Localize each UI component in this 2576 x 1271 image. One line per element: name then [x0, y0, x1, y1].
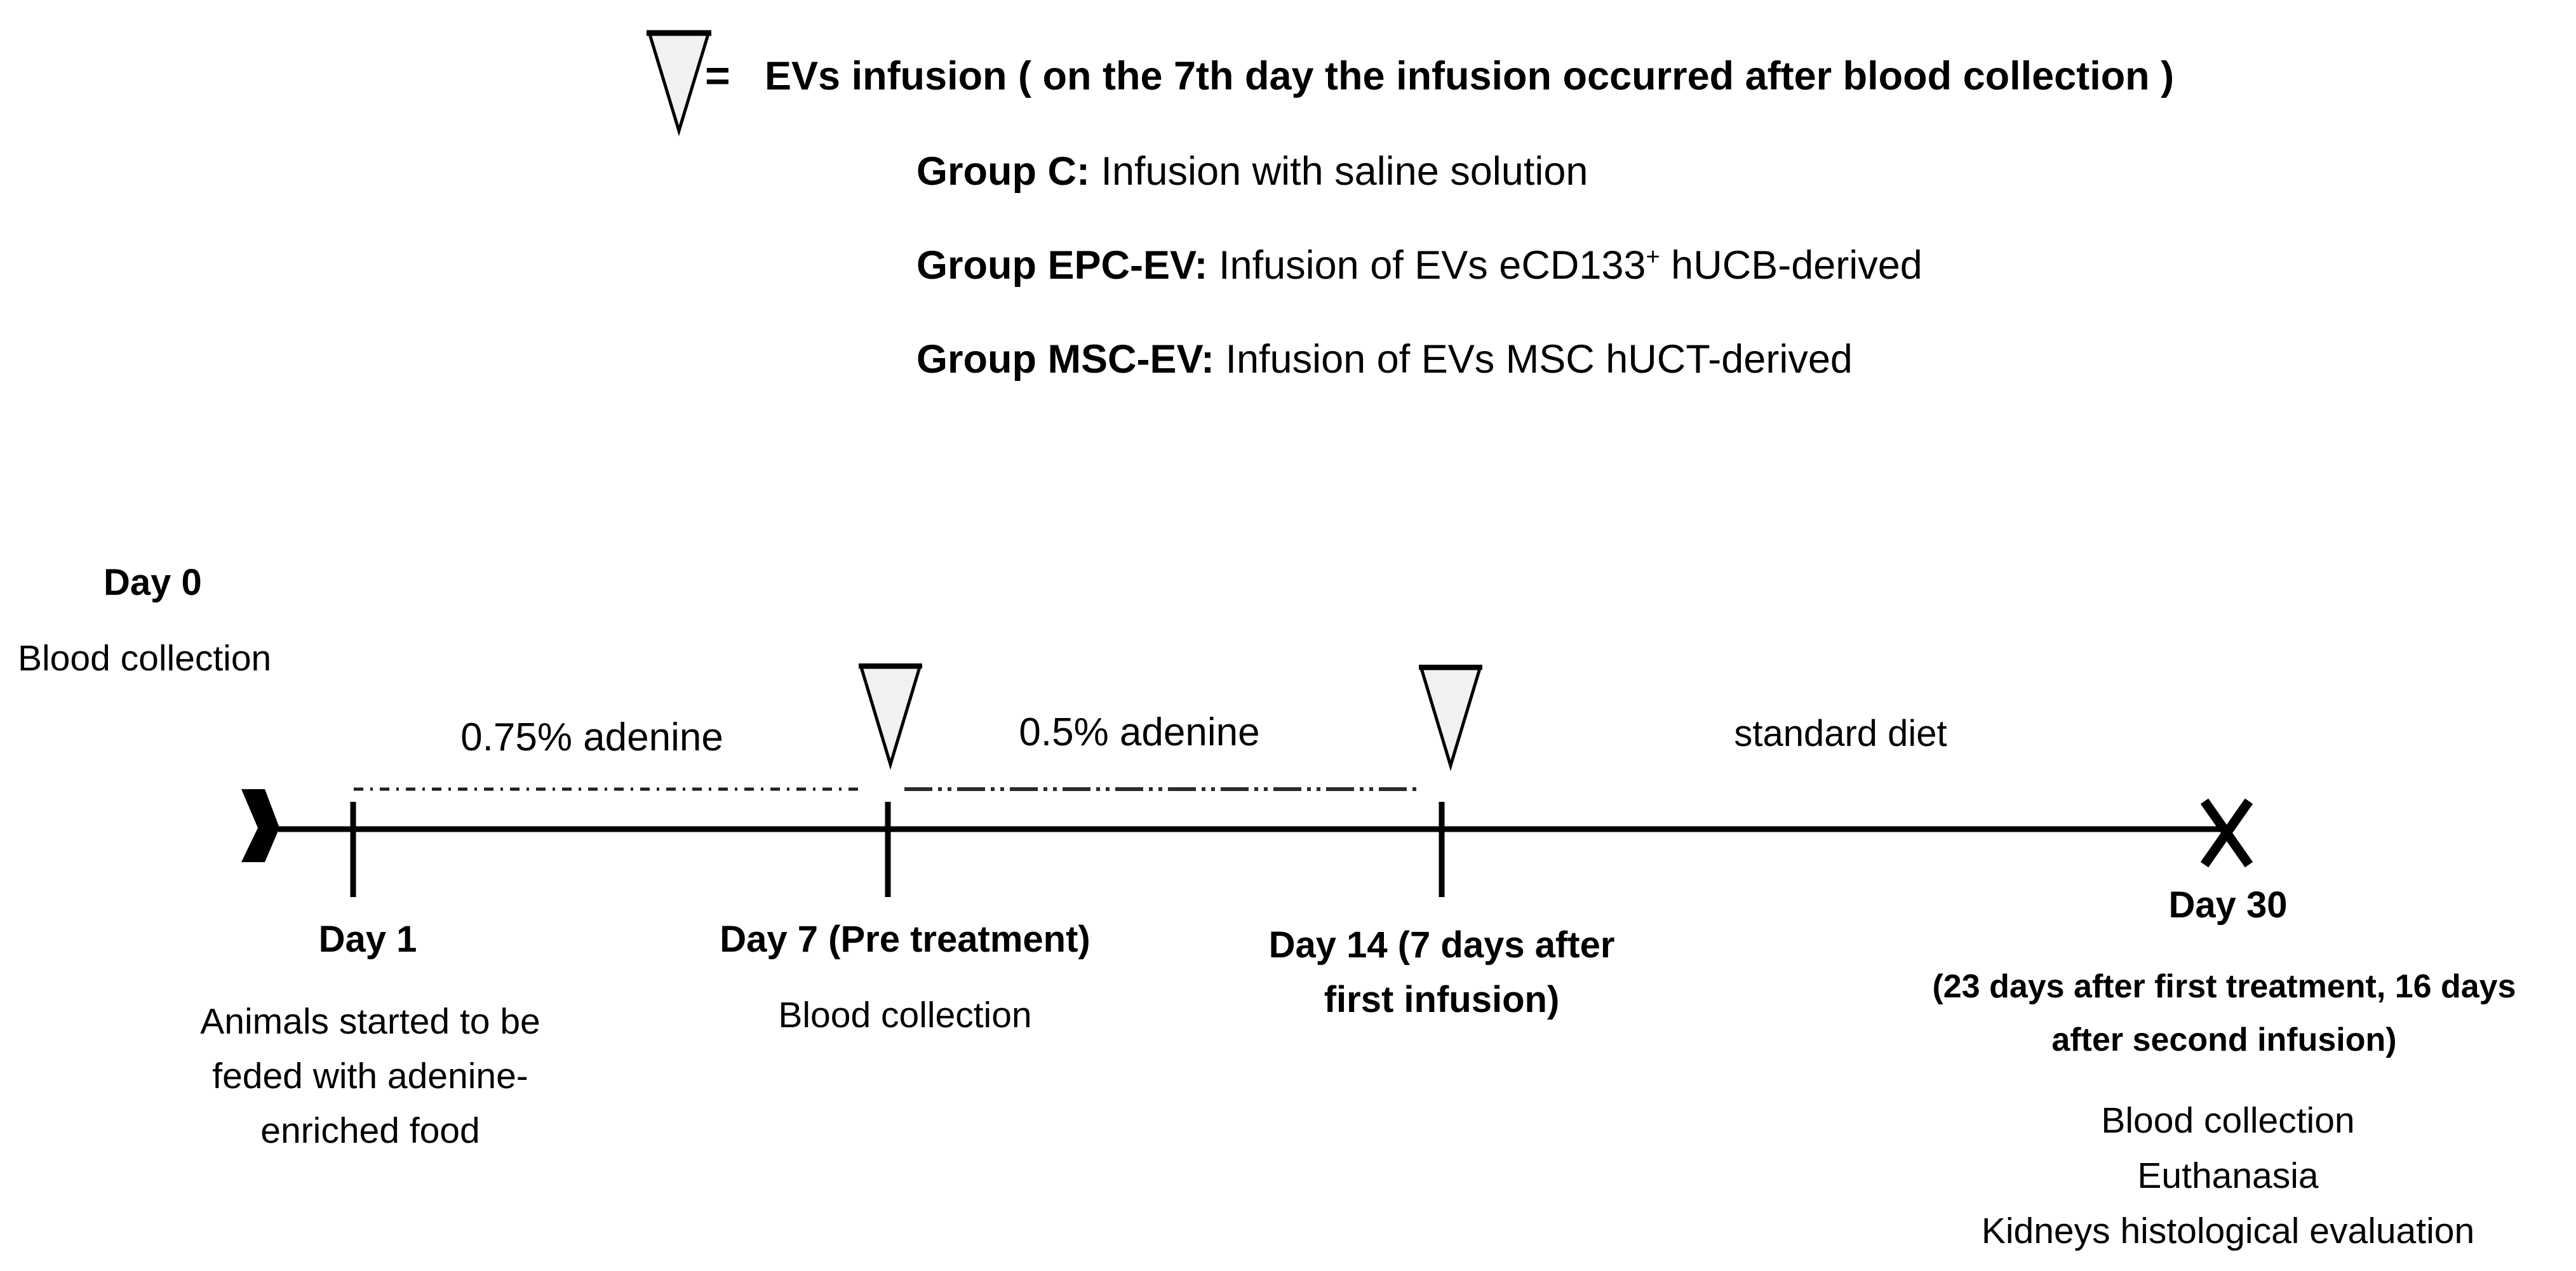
day14-title-line: first infusion)	[1324, 979, 1560, 1020]
group-msc-ev-label: Group MSC-EV:	[916, 337, 1214, 382]
day14-title: Day 14 (7 days after first infusion)	[1269, 918, 1615, 1027]
day1-description-line: feded with adenine-	[212, 1056, 528, 1096]
day30-subtitle: (23 days after first treatment, 16 days …	[1932, 960, 2516, 1067]
group-epc-ev-description-tail: hUCB-derived	[1660, 243, 1922, 288]
group-c-row: Group C: Infusion with saline solution	[916, 149, 1588, 194]
day30-title: Day 30	[2168, 884, 2288, 926]
start-chevron-icon	[241, 789, 279, 862]
group-epc-ev-label: Group EPC-EV:	[916, 243, 1208, 288]
group-msc-ev-row: Group MSC-EV: Infusion of EVs MSC hUCT-d…	[916, 336, 1853, 382]
day1-description-line: Animals started to be	[200, 1001, 540, 1042]
day14-title-line: Day 14 (7 days after	[1268, 924, 1615, 966]
day7-infusion-triangle-icon	[859, 663, 922, 770]
day1-description: Animals started to be feded with adenine…	[200, 994, 540, 1158]
day30-event: Blood collection	[2101, 1100, 2355, 1141]
adenine-075-label: 0.75% adenine	[460, 715, 723, 759]
legend-definition: EVs infusion ( on the 7th day the infusi…	[765, 54, 2175, 98]
standard-diet-label: standard diet	[1734, 713, 1947, 754]
day1-title: Day 1	[318, 919, 417, 960]
day0-description: Blood collection	[18, 638, 272, 679]
group-epc-ev-description: Infusion of EVs eCD133	[1207, 243, 1646, 288]
day30-event: Kidneys histological evaluation	[1981, 1211, 2475, 1251]
group-msc-ev-description: Infusion of EVs MSC hUCT-derived	[1214, 337, 1853, 382]
day1-description-line: enriched food	[260, 1110, 480, 1151]
cd133-plus-superscript: +	[1646, 244, 1660, 270]
adenine-05-label: 0.5% adenine	[1019, 710, 1260, 754]
day0-title: Day 0	[104, 562, 202, 603]
day30-subtitle-line: after second infusion)	[2051, 1021, 2397, 1058]
end-x-marker-icon	[2200, 798, 2253, 868]
group-c-label: Group C:	[916, 149, 1090, 194]
equals-sign: =	[705, 51, 730, 100]
day30-events: Blood collection Euthanasia Kidneys hist…	[1982, 1093, 2474, 1259]
day7-description: Blood collection	[778, 995, 1032, 1035]
group-epc-ev-row: Group EPC-EV: Infusion of EVs eCD133+ hU…	[916, 243, 1922, 288]
day30-subtitle-line: (23 days after first treatment, 16 days	[1932, 968, 2516, 1005]
legend-infusion-triangle-icon	[647, 30, 711, 136]
day30-event: Euthanasia	[2137, 1155, 2319, 1196]
day14-infusion-triangle-icon	[1419, 665, 1482, 771]
day7-title: Day 7 (Pre treatment)	[720, 919, 1090, 960]
group-c-description: Infusion with saline solution	[1089, 149, 1588, 194]
